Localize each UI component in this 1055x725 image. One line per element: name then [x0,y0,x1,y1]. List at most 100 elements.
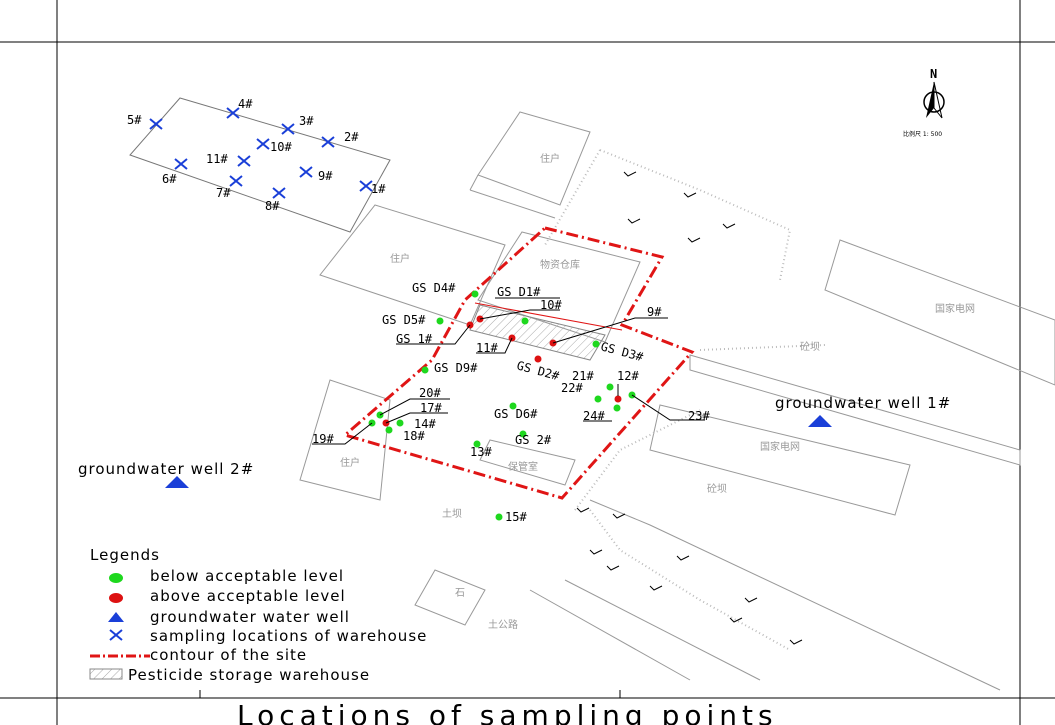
legend-label: above acceptable level [150,587,346,605]
green-dot-icon [592,340,600,348]
red-dot-icon [614,395,622,403]
road-edge-3 [529,589,691,681]
map-title: Locations of sampling points [237,699,778,725]
svg-text:9#: 9# [318,169,333,183]
building-label: 保管室 [508,460,538,473]
groundwater-well-2: groundwater well 2# [78,460,254,488]
svg-text:GS D6#: GS D6# [494,407,538,421]
svg-text:8#: 8# [265,199,280,213]
building-label: 国家电网 [760,440,800,453]
legend-title: Legends [90,546,160,564]
dam-1-outline [689,354,1021,466]
svg-text:19#: 19# [312,432,334,446]
site-contour [341,226,695,500]
sampling-point: 14# [396,417,436,431]
building-label: 土公路 [488,618,518,631]
legend-label: contour of the site [150,646,307,664]
sampling-point: 23# [628,391,710,423]
building-label: 住户 [340,456,360,469]
green-dot-icon [385,426,393,434]
sampling-point: GS 2# [515,430,552,447]
svg-text:9#: 9# [647,305,662,319]
warehouse-point: 8# [265,187,286,213]
warehouse-point: 9# [299,166,333,183]
sampling-point: 17# [382,401,448,427]
svg-text:14#: 14# [414,417,436,431]
sampling-point: GS D6# [494,402,538,421]
blue-triangle-icon [808,415,832,427]
svg-text:GS D4#: GS D4# [412,281,456,295]
legend: Legends below acceptable level above acc… [89,546,427,684]
svg-text:GS D1#: GS D1# [497,285,541,299]
svg-text:2#: 2# [344,130,359,144]
svg-text:GS 1#: GS 1# [396,332,433,346]
blue-cross-icon [237,155,251,167]
building-label: 土坝 [442,507,462,520]
svg-text:GS 2#: GS 2# [515,433,552,447]
green-dot-icon [421,366,429,374]
north-label: N [930,67,937,81]
sampling-point: 19# [312,419,376,446]
blue-cross-icon [109,629,123,641]
sampling-point: 11# [476,334,516,355]
storage-building-outline [477,231,641,343]
stone-outline [414,569,486,626]
warehouse-point: 7# [216,175,243,200]
blue-cross-icon [174,158,188,170]
contour-internal-line [474,302,623,331]
svg-text:10#: 10# [270,140,292,154]
green-dot-icon [606,383,614,391]
svg-text:21#: 21# [572,369,594,383]
building-labels: 住户 住户 物资仓库 国家电网 砼坝 国家电网 砼坝 住户 保管室 土坝 石 土… [340,152,975,631]
groundwater-wells: groundwater well 1# groundwater well 2# [78,394,950,488]
svg-text:11#: 11# [206,152,228,166]
svg-text:22#: 22# [561,381,583,395]
svg-text:7#: 7# [216,186,231,200]
red-dot-icon [534,355,542,363]
building-label: 国家电网 [935,302,975,315]
sampling-point: 15# [495,510,527,524]
svg-text:11#: 11# [476,341,498,355]
svg-text:18#: 18# [403,429,425,443]
blue-cross-icon [256,138,270,150]
legend-label: sampling locations of warehouse [150,627,427,645]
custody-room-outline [479,439,576,486]
building-label: 砼坝 [707,482,727,495]
sampling-point: 13# [470,440,492,459]
road-edge-1 [589,499,1001,691]
svg-text:13#: 13# [470,445,492,459]
green-dot-icon [495,513,503,521]
power-grid-2-outline [649,404,911,516]
red-dot-icon [109,593,123,603]
legend-label: Pesticide storage warehouse [128,666,370,684]
warehouse-point: 11# [206,152,251,167]
sampling-point: GS D1# [495,285,560,325]
sampling-point: 22# [561,381,602,403]
svg-text:10#: 10# [540,298,562,312]
green-dot-icon [594,395,602,403]
svg-text:GS D3#: GS D3# [599,339,645,364]
sampling-point: GS D5# [382,313,444,327]
sampling-point: 24# [583,404,621,423]
svg-text:groundwater well 2#: groundwater well 2# [78,460,254,478]
building-label: 物资仓库 [540,258,580,271]
hatched-box-icon [89,668,123,680]
power-grid-building-outline [824,239,1055,386]
svg-text:4#: 4# [238,97,253,111]
house-1-outline [477,111,591,206]
sampling-point: GS 1# [396,321,474,346]
warehouse-point: 4# [226,97,253,119]
blue-triangle-icon [165,476,189,488]
svg-text:5#: 5# [127,113,142,127]
green-dot-icon [509,402,517,410]
sampling-point: GS D2# [515,355,561,383]
green-dot-icon [521,317,529,325]
sampling-point: 20# [376,386,450,419]
blue-cross-icon [149,118,163,130]
background-features [299,111,1055,691]
svg-text:GS D9#: GS D9# [434,361,478,375]
blue-cross-icon [272,187,286,199]
boundary-dotted-lines [544,149,826,651]
road-edge-2 [564,579,761,681]
